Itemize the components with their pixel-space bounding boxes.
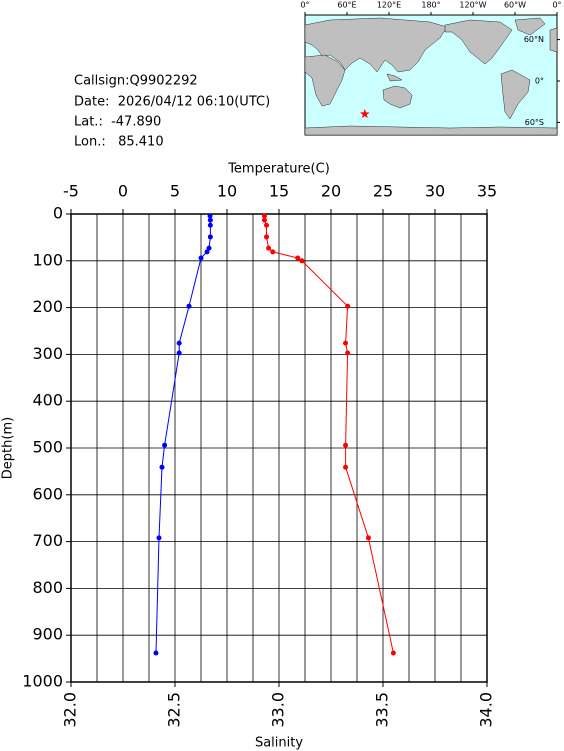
x-tick-label-top: 30 [425, 182, 445, 201]
x-axis-label-top: Temperature(C) [227, 162, 330, 177]
profile-point [186, 303, 192, 309]
y-tick-label: 900 [32, 625, 63, 644]
map-lon-label: 0° [552, 1, 561, 10]
y-tick-label: 0 [53, 204, 63, 223]
callsign: Callsign:Q9902292 [74, 74, 198, 89]
latitude: Lat.: -47.890 [74, 115, 161, 130]
x-tick-label-bottom: 32.0 [61, 692, 80, 728]
profile-point [365, 535, 371, 541]
profile-line [155, 215, 211, 654]
map-lon-label: 60°E [337, 1, 356, 10]
profile-point [343, 340, 349, 346]
profile-line [263, 215, 394, 654]
y-tick-label: 400 [32, 391, 63, 410]
map-lat-label: 60°N [524, 35, 544, 44]
x-tick-label-top: 35 [477, 182, 497, 201]
land [304, 17, 558, 136]
profile-point [159, 464, 165, 470]
profile-point [299, 258, 305, 264]
profile-point [198, 255, 204, 261]
x-tick-label-top: 0 [118, 182, 128, 201]
profile-point [270, 249, 276, 255]
x-tick-label-top: -5 [63, 182, 79, 201]
profile-point [162, 442, 168, 448]
profile-point [156, 535, 162, 541]
location-map [304, 14, 558, 136]
y-axis-label: Depth(m) [1, 417, 16, 479]
y-tick-label: 300 [32, 344, 63, 363]
x-tick-label-bottom: 32.5 [165, 692, 184, 728]
date: Date: 2026/04/12 06:10(UTC) [74, 95, 270, 110]
profile-point [390, 650, 396, 656]
map-lon-label: 120°E [377, 1, 401, 10]
profile-point [206, 245, 212, 251]
profile-point [264, 234, 270, 240]
profile-point [176, 350, 182, 356]
profile-point [343, 442, 349, 448]
map-lat-label: 0° [535, 77, 544, 86]
profile-point [153, 650, 159, 656]
x-tick-label-bottom: 34.0 [477, 692, 496, 728]
profile-point [295, 255, 301, 261]
profile-point [176, 340, 182, 346]
y-tick-label: 100 [32, 250, 63, 269]
profile-point [207, 222, 213, 228]
x-tick-label-top: 5 [170, 182, 180, 201]
grid [70, 213, 488, 683]
y-tick-label: 200 [32, 297, 63, 316]
y-tick-label: 600 [32, 484, 63, 503]
profile-point [343, 464, 349, 470]
x-tick-label-top: 25 [373, 182, 393, 201]
map-lat-label: 60°S [525, 118, 544, 127]
y-tick-label: 800 [32, 578, 63, 597]
y-tick-label: 1000 [22, 672, 63, 691]
y-tick-label: 500 [32, 438, 63, 457]
profile-point [266, 245, 272, 251]
x-tick-label-bottom: 33.5 [373, 692, 392, 728]
profile-point [261, 217, 267, 223]
y-tick-label: 700 [32, 531, 63, 550]
longitude: Lon.: 85.410 [74, 135, 164, 150]
station-info: Callsign:Q9902292 Date: 2026/04/12 06:10… [74, 74, 270, 150]
x-tick-label-bottom: 33.0 [269, 692, 288, 728]
x-axis-label-bottom: Salinity [255, 736, 303, 751]
x-tick-label-top: 10 [217, 182, 237, 201]
profile-point [345, 303, 351, 309]
profile-point [204, 249, 210, 255]
profile-point [207, 213, 213, 219]
x-tick-label-top: 20 [321, 182, 341, 201]
map-lon-label: 180° [421, 1, 440, 10]
profile-point [207, 217, 213, 223]
profile-point [261, 213, 267, 219]
map-lon-label: 0° [300, 1, 309, 10]
profile-point [264, 222, 270, 228]
map-lon-label: 60°W [504, 1, 526, 10]
profile-point [207, 234, 213, 240]
map-lon-label: 120°W [459, 1, 486, 10]
x-tick-label-top: 15 [269, 182, 289, 201]
profile-point [345, 350, 351, 356]
station-marker [360, 109, 370, 119]
